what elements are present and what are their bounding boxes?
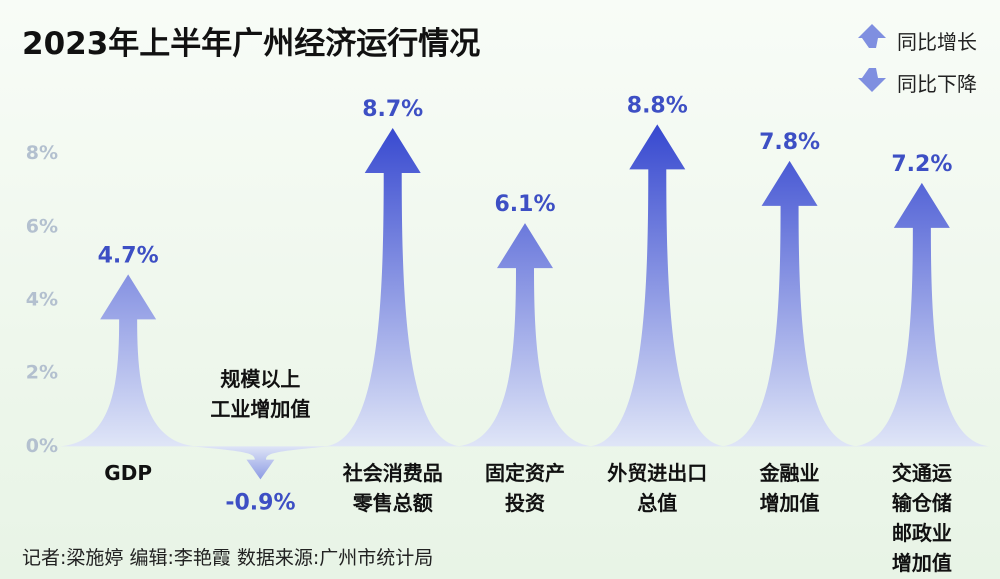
- y-tick-label: 0%: [26, 435, 58, 457]
- y-tick-label: 2%: [26, 362, 58, 384]
- arrow: [457, 223, 593, 447]
- value-label: 4.7%: [98, 243, 159, 268]
- x-tick-label: 金融业 增加值: [759, 461, 820, 516]
- y-tick-label: 6%: [26, 215, 58, 237]
- value-label: 8.8%: [627, 93, 688, 118]
- value-label: 8.7%: [362, 97, 423, 122]
- arrow: [721, 160, 858, 447]
- x-tick-label: 社会消费品 零售总额: [342, 461, 443, 516]
- legend-entry: 同比下降: [897, 72, 977, 96]
- x-tick-label: 外贸进出口 总值: [607, 461, 708, 516]
- arrow: [324, 127, 461, 447]
- x-tick-label: 规模以上 工业增加值: [210, 367, 311, 422]
- y-tick-label: 4%: [26, 289, 58, 311]
- value-label: -0.9%: [225, 490, 295, 515]
- x-tick-label: 固定资产 投资: [485, 461, 565, 516]
- y-tick-label: 8%: [26, 142, 58, 164]
- chart-title: 2023年上半年广州经济运行情况: [22, 26, 481, 62]
- x-tick-label: GDP: [104, 461, 152, 486]
- x-tick-label: 交通运输仓储 邮政业增加值: [891, 461, 952, 576]
- value-label: 7.2%: [891, 152, 952, 177]
- arrow: [589, 124, 726, 447]
- arrow: [192, 446, 329, 480]
- value-label: 6.1%: [494, 192, 555, 217]
- footer: 记者:梁施婷 编辑:李艳霞 数据来源:广州市统计局: [22, 547, 434, 569]
- arrow: [60, 274, 197, 447]
- legend-entry: 同比增长: [897, 30, 977, 54]
- value-label: 7.8%: [759, 130, 820, 155]
- legend-down-icon: [858, 68, 886, 92]
- arrow: [853, 182, 990, 447]
- legend-up-icon: [858, 24, 886, 48]
